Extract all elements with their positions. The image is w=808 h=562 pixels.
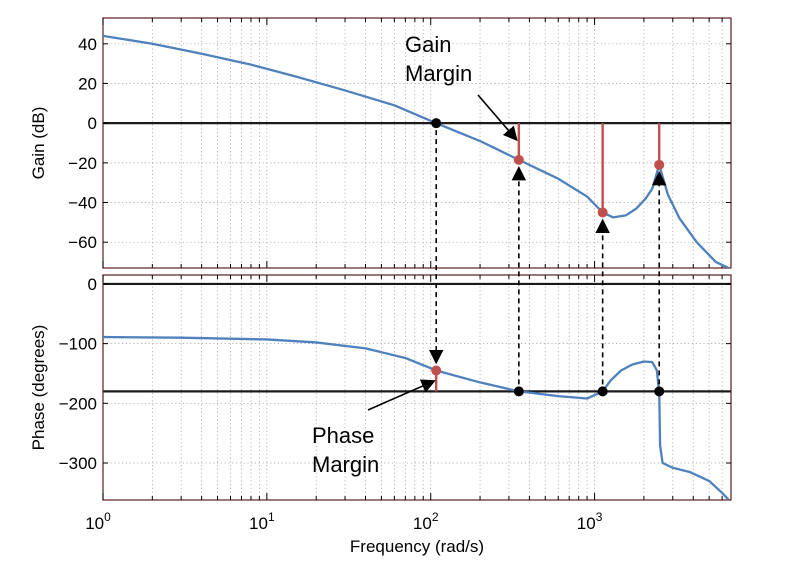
crossover-marker [431, 118, 442, 129]
y-tick-label: −100 [59, 335, 97, 354]
gain-annotation-text: Gain [405, 32, 451, 57]
crossover-marker [597, 386, 608, 397]
x-tick-label: 101 [249, 510, 275, 533]
margin-links [428, 130, 667, 385]
crossover-marker [431, 365, 442, 376]
gain-panel: 40 20 0 −20 −40 −60 Gain (dB) Gain Margin [29, 17, 732, 269]
x-tick-label: 103 [577, 510, 603, 533]
x-tick-label: 100 [85, 510, 111, 533]
y-tick-label: −200 [59, 394, 97, 413]
gain-annotation-text: Margin [405, 61, 472, 86]
crossover-marker [654, 159, 665, 170]
crossover-marker [513, 154, 524, 165]
phase-y-axis-label: Phase (degrees) [29, 325, 48, 451]
y-tick-label: 20 [78, 74, 97, 93]
y-tick-label: −300 [59, 454, 97, 473]
phase-series-line [103, 335, 730, 500]
phase-panel: 0 −100 −200 −300 Phase (degrees) 100 101 102 103… [29, 274, 732, 556]
y-tick-label: 40 [78, 35, 97, 54]
y-tick-label: 0 [88, 114, 97, 133]
crossover-marker [513, 386, 524, 397]
gain-y-axis-label: Gain (dB) [29, 107, 48, 180]
y-tick-label: −60 [68, 233, 97, 252]
crossover-marker [597, 207, 608, 218]
gain-frame [102, 17, 732, 269]
phase-grid [102, 275, 731, 500]
y-tick-label: −20 [68, 154, 97, 173]
phase-annotation-text: Phase [312, 423, 374, 448]
x-tick-label: 102 [413, 510, 439, 533]
phase-annotation-text: Margin [312, 452, 379, 477]
x-axis-label: Frequency (rad/s) [350, 537, 484, 556]
phase-frame [102, 274, 732, 501]
crossover-marker [654, 386, 665, 397]
gain-series-line [103, 34, 730, 268]
y-tick-label: 0 [88, 275, 97, 294]
phase-annotation-arrow [367, 379, 436, 411]
gain-annotation-arrow [477, 94, 518, 142]
y-tick-label: −40 [68, 194, 97, 213]
